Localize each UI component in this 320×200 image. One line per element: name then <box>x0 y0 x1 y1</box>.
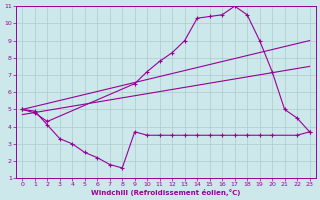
X-axis label: Windchill (Refroidissement éolien,°C): Windchill (Refroidissement éolien,°C) <box>91 189 241 196</box>
